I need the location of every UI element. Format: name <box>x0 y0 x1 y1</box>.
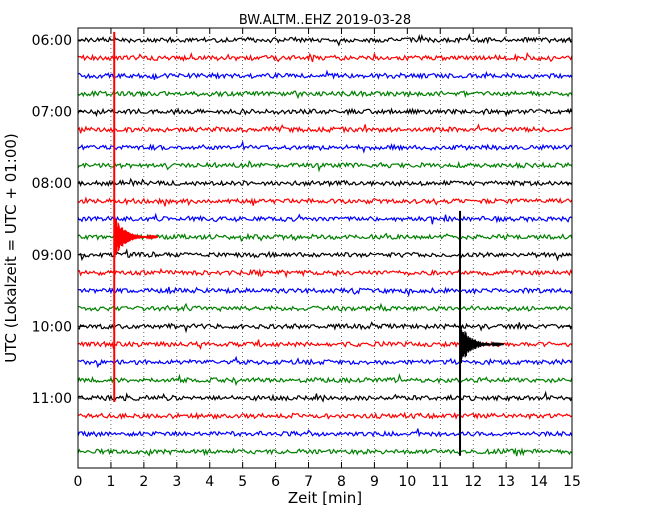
y-tick-label: 09:00 <box>32 248 72 264</box>
x-tick-label: 7 <box>304 474 313 490</box>
x-tick-label: 8 <box>337 474 346 490</box>
y-axis: 06:00 07:00 08:00 09:00 10:00 11:00 <box>32 33 572 407</box>
x-tick-label: 11 <box>431 474 449 490</box>
trace-line <box>77 32 573 47</box>
x-axis: 0 1 2 3 4 5 6 7 8 9 10 11 12 13 14 15 <box>74 28 581 490</box>
x-tick-label: 15 <box>563 474 581 490</box>
x-tick-label: 0 <box>74 474 83 490</box>
y-tick-label: 06:00 <box>32 33 72 49</box>
x-tick-label: 6 <box>271 474 280 490</box>
trace-line <box>77 339 573 351</box>
x-tick-label: 2 <box>139 474 148 490</box>
x-axis-label: Zeit [min] <box>288 489 362 507</box>
trace-line <box>77 51 573 63</box>
y-tick-label: 08:00 <box>32 176 72 192</box>
x-tick-label: 14 <box>530 474 548 490</box>
x-tick-label: 4 <box>205 474 214 490</box>
trace-line <box>77 140 573 154</box>
trace-line <box>77 177 573 188</box>
x-tick-label: 1 <box>106 474 115 490</box>
trace-line <box>77 107 573 118</box>
trace-line <box>77 90 573 100</box>
trace-line <box>77 212 573 225</box>
trace-line <box>77 232 573 243</box>
trace-line <box>77 428 573 438</box>
trace-line <box>77 355 573 369</box>
trace-line <box>77 302 573 313</box>
plot-area <box>77 27 573 469</box>
y-tick-label: 07:00 <box>32 105 72 121</box>
event-packet <box>459 325 505 364</box>
x-tick-label: 9 <box>370 474 379 490</box>
x-tick-label: 13 <box>497 474 515 490</box>
event-packet <box>113 216 159 258</box>
trace-line <box>77 321 573 334</box>
x-tick-label: 12 <box>464 474 482 490</box>
trace-line <box>77 447 573 457</box>
y-tick-label: 10:00 <box>32 319 72 335</box>
trace-line <box>77 373 573 387</box>
trace-line <box>77 123 573 134</box>
chart-title: BW.ALTM..EHZ 2019-03-28 <box>239 13 411 28</box>
x-tick-label: 3 <box>172 474 181 490</box>
x-tick-label: 10 <box>398 474 416 490</box>
trace-line <box>77 267 573 279</box>
x-tick-label: 5 <box>238 474 247 490</box>
trace-line <box>77 196 573 207</box>
trace-line <box>77 286 573 298</box>
trace-line <box>77 248 573 262</box>
trace-line <box>77 160 573 173</box>
trace-line <box>77 411 573 421</box>
plot-frame <box>77 27 573 469</box>
y-tick-label: 11:00 <box>32 391 72 407</box>
trace-line <box>77 390 573 403</box>
trace-line <box>77 69 573 81</box>
y-axis-label: UTC (Lokalzeit = UTC + 01:00) <box>2 133 20 363</box>
